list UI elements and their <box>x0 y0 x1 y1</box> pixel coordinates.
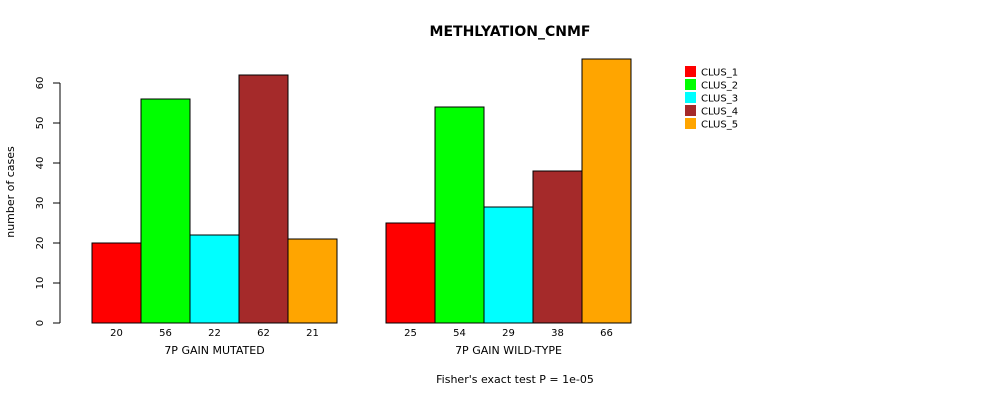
y-axis: 0 10 20 30 40 50 60 <box>35 77 61 326</box>
bar-clus-5-group-1 <box>287 238 338 324</box>
legend-label-5: CLUS_5 <box>701 120 738 131</box>
bar-clus-5-group-2 <box>581 58 632 324</box>
bar-value-label: 54 <box>453 328 466 339</box>
bar-clus-4-group-1 <box>238 74 289 324</box>
legend-label-3: CLUS_3 <box>701 94 738 105</box>
bars <box>91 58 632 324</box>
bar-value-label: 29 <box>502 328 515 339</box>
legend-swatch-5 <box>685 118 696 129</box>
y-tick-label: 30 <box>35 197 46 210</box>
bar-clus-2-group-1 <box>140 98 191 324</box>
bar-clus-1-group-2 <box>385 222 436 324</box>
group-labels: 7P GAIN MUTATED 7P GAIN WILD-TYPE <box>164 344 562 357</box>
footnote: Fisher's exact test P = 1e-05 <box>436 373 594 386</box>
bar-clus-4-group-2 <box>532 170 583 324</box>
y-tick-label: 0 <box>35 320 46 326</box>
bar-clus-3-group-2 <box>483 206 534 324</box>
bar-value-label: 22 <box>208 328 221 339</box>
bar-value-label: 20 <box>110 328 123 339</box>
bar-clus-2-group-2 <box>434 106 485 324</box>
y-tick-label: 60 <box>35 77 46 90</box>
chart-title: METHLYATION_CNMF <box>430 24 591 40</box>
group-label-2: 7P GAIN WILD-TYPE <box>455 344 562 357</box>
y-axis-label: number of cases <box>4 146 17 238</box>
bar-value-label: 21 <box>306 328 319 339</box>
bar-value-labels: 20 56 22 62 21 25 54 29 38 66 <box>110 328 613 339</box>
legend-swatch-1 <box>685 66 696 77</box>
y-tick-label: 40 <box>35 157 46 170</box>
y-tick-label: 20 <box>35 237 46 250</box>
group-label-1: 7P GAIN MUTATED <box>164 344 264 357</box>
legend: CLUS_1 CLUS_2 CLUS_3 CLUS_4 CLUS_5 <box>685 66 738 131</box>
legend-label-2: CLUS_2 <box>701 81 738 92</box>
legend-label-4: CLUS_4 <box>701 107 738 118</box>
bar-value-label: 66 <box>600 328 613 339</box>
bar-value-label: 25 <box>404 328 417 339</box>
bar-clus-1-group-1 <box>91 242 142 324</box>
bar-value-label: 38 <box>551 328 564 339</box>
legend-swatch-3 <box>685 92 696 103</box>
bar-value-label: 56 <box>159 328 172 339</box>
legend-label-1: CLUS_1 <box>701 68 738 79</box>
y-tick-label: 50 <box>35 117 46 130</box>
legend-swatch-4 <box>685 105 696 116</box>
bar-clus-3-group-1 <box>189 234 240 324</box>
legend-swatch-2 <box>685 79 696 90</box>
bar-value-label: 62 <box>257 328 270 339</box>
y-tick-label: 10 <box>35 277 46 290</box>
